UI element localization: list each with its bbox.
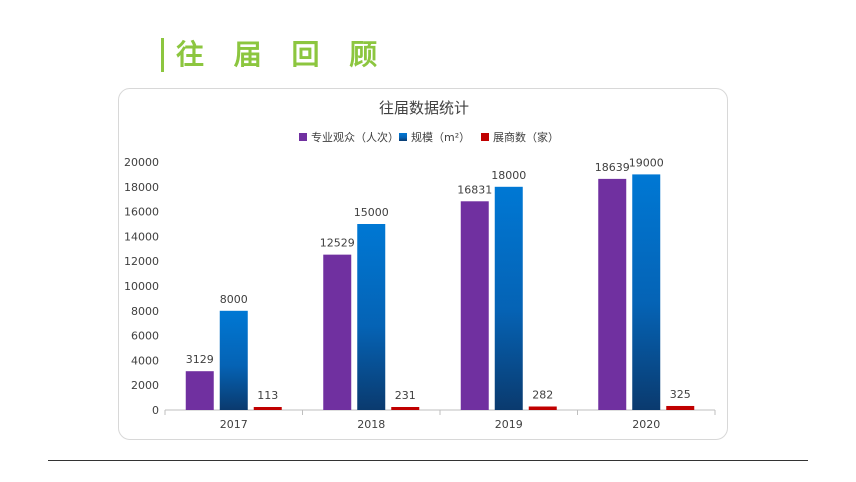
data-label-2018-1: 15000 [354,206,389,219]
data-label-2017-2: 113 [257,389,278,402]
y-tick-label: 16000 [124,206,159,219]
x-tick-label: 2018 [357,418,385,431]
x-tick-label: 2019 [495,418,523,431]
chart-legend: 专业观众（人次） 规模（m²） 展商数（家） [299,130,559,144]
y-tick-label: 2000 [131,379,159,392]
y-tick-label: 12000 [124,255,159,268]
chart-card: 往届数据统计 专业观众（人次） 规模（m²） 展商数（家） 0 2000 4000 600… [118,88,728,440]
legend-label-1: 规模（m²） [411,130,470,144]
legend-swatch-1 [399,133,407,141]
legend-label-0: 专业观众（人次） [311,130,399,144]
bar-chart: 往届数据统计 专业观众（人次） 规模（m²） 展商数（家） 0 2000 4000 600… [124,99,716,431]
y-tick-label: 18000 [124,181,159,194]
y-tick-label: 20000 [124,156,159,169]
bar-2018-2 [391,407,420,410]
legend-label-2: 展商数（家） [493,130,559,144]
y-axis: 0 2000 4000 6000 8000 10000 12000 14000 16000 180… [124,156,159,417]
bar-2017-2 [253,407,282,410]
bar-2017-1 [219,310,248,410]
legend-swatch-2 [481,133,489,141]
data-label-2019-0: 16831 [457,183,492,196]
bar-2020-1 [632,174,661,410]
bottom-divider [48,460,808,461]
y-tick-label: 6000 [131,330,159,343]
y-tick-label: 10000 [124,280,159,293]
y-tick-label: 4000 [131,354,159,367]
data-label-2018-2: 231 [395,389,416,402]
chart-title: 往届数据统计 [379,99,469,117]
data-label-2017-0: 3129 [186,353,214,366]
bar-2019-1 [494,186,523,410]
page-title: 往 届 回 顾 [176,38,388,71]
legend-swatch-0 [299,133,307,141]
data-label-2020-2: 325 [670,388,691,401]
y-tick-label: 14000 [124,230,159,243]
data-label-2020-0: 18639 [595,161,630,174]
x-tick-label: 2020 [632,418,660,431]
data-label-2017-1: 8000 [220,293,248,306]
x-axis: 2017 2018 2019 2020 [164,409,716,431]
y-tick-label: 8000 [131,305,159,318]
bar-2018-1 [357,224,386,410]
data-label-2018-0: 12529 [320,237,355,250]
data-label-2020-1: 19000 [629,156,664,169]
data-label-2019-1: 18000 [491,169,526,182]
x-tick-label: 2017 [220,418,248,431]
bar-2020-0 [598,178,627,410]
page-title-block: 往 届 回 顾 [161,38,387,72]
bar-2017-0 [185,371,214,410]
data-label-2019-2: 282 [532,389,553,402]
bar-2018-0 [323,254,352,410]
bar-2019-2 [528,406,557,410]
y-tick-label: 0 [152,404,159,417]
bar-2019-0 [460,201,489,410]
bar-2020-2 [666,405,695,410]
